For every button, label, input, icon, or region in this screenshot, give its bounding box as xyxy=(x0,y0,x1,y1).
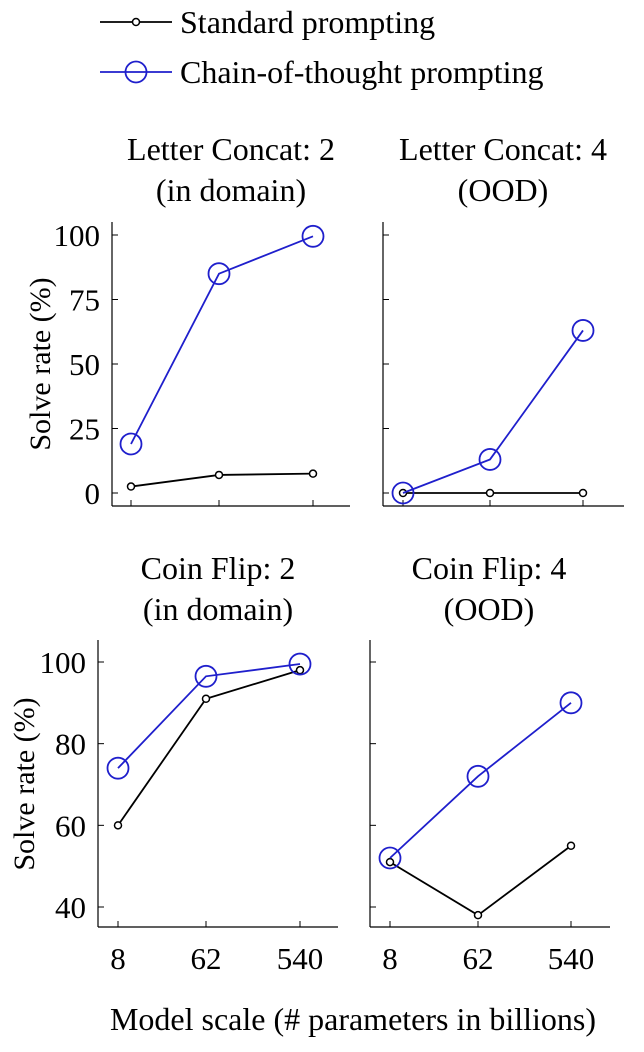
legend: Standard prompting Chain-of-thought prom… xyxy=(100,4,544,90)
panel-3-standard-point-2 xyxy=(295,665,305,675)
panel-3-ytick-label-2: 80 xyxy=(55,727,86,762)
panel-4-xtick-label-2: 540 xyxy=(548,941,595,976)
panel-3-xtick-label-2: 540 xyxy=(277,941,324,976)
panel-1-cot-point-1 xyxy=(207,262,231,286)
panel-2-cot-point-1 xyxy=(478,448,502,471)
panel-3-ytick-label-0: 40 xyxy=(55,890,86,925)
panel-3-standard-point-1 xyxy=(201,694,211,703)
panel-1-ytick-label-3: 75 xyxy=(69,283,100,318)
panel-3-cot-point-2 xyxy=(288,652,312,676)
legend-cot-marker xyxy=(124,60,148,84)
legend-standard-label: Standard prompting xyxy=(180,4,435,40)
panel-4-standard-point-1 xyxy=(473,910,483,920)
panel-4-standard-point-2 xyxy=(566,841,576,850)
panel-3-standard-line xyxy=(117,669,301,826)
panel-3: 40 60 80 100 8 62 540 xyxy=(40,640,338,976)
panel-2 xyxy=(382,222,624,507)
panel-3-ytick-label-3: 100 xyxy=(40,645,87,680)
panel-1-title-line1: Letter Concat: 2 xyxy=(127,131,335,167)
panel-2-title-line2: (OOD) xyxy=(458,172,549,208)
x-axis-label: Model scale (# parameters in billions) xyxy=(110,1001,596,1037)
panel-3-cot-point-1 xyxy=(194,664,218,688)
legend-standard-marker xyxy=(131,17,141,27)
panels: 0 25 50 75 100 40 60 80 100 8 62 540 8 62 540 xyxy=(40,218,624,976)
panel-1-ytick-label-1: 25 xyxy=(69,412,100,447)
panel-2-cot-line xyxy=(402,329,584,494)
panel-3-xtick-label-1: 62 xyxy=(191,941,222,976)
panel-4-cot-point-0 xyxy=(378,846,402,870)
panel-3-standard-point-0 xyxy=(113,821,123,830)
panel-1: 0 25 50 75 100 xyxy=(54,218,350,511)
panel-titles: Letter Concat: 2 (in domain) Letter Conc… xyxy=(127,131,607,627)
panel-1-standard-point-1 xyxy=(214,470,224,480)
panel-2-standard-point-2 xyxy=(578,488,588,498)
panel-3-xtick-label-0: 8 xyxy=(110,941,126,976)
panel-4-standard-line xyxy=(389,845,572,917)
panel-1-ytick-label-2: 50 xyxy=(69,347,100,382)
panel-1-title-line2: (in domain) xyxy=(156,172,306,208)
panel-4-xtick-label-0: 8 xyxy=(382,941,398,976)
panel-3-title-line2: (in domain) xyxy=(143,591,293,627)
panel-1-standard-point-2 xyxy=(308,469,318,478)
panel-1-ylabel: Solve rate (%) xyxy=(24,277,57,450)
panel-1-cot-point-0 xyxy=(119,432,143,456)
panel-3-cot-line xyxy=(117,663,301,769)
panel-4-cot-point-1 xyxy=(466,764,490,788)
panel-1-ytick-label-4: 100 xyxy=(54,218,101,253)
panel-4-title-line2: (OOD) xyxy=(444,591,535,627)
panel-3-cot-point-0 xyxy=(106,756,130,780)
panel-4-cot-line xyxy=(389,702,572,859)
panel-3-ylabel: Solve rate (%) xyxy=(8,697,41,870)
panel-4-standard-point-0 xyxy=(385,857,395,867)
panel-1-cot-line xyxy=(130,235,314,445)
panel-4: 8 62 540 xyxy=(369,640,610,976)
panel-1-cot-point-2 xyxy=(301,224,325,248)
panel-2-cot-point-0 xyxy=(391,481,415,505)
panel-3-ytick-label-1: 60 xyxy=(55,808,86,843)
panel-2-cot-point-2 xyxy=(571,319,595,342)
panel-1-standard-point-0 xyxy=(126,482,136,491)
panel-2-standard-point-1 xyxy=(485,488,495,498)
panel-1-ytick-label-0: 0 xyxy=(85,476,101,511)
panel-4-title-line1: Coin Flip: 4 xyxy=(412,550,567,586)
legend-cot-label: Chain-of-thought prompting xyxy=(180,54,544,90)
panel-4-xtick-label-1: 62 xyxy=(463,941,494,976)
panel-4-cot-point-2 xyxy=(559,691,583,715)
panel-3-title-line1: Coin Flip: 2 xyxy=(141,550,296,586)
panel-2-title-line1: Letter Concat: 4 xyxy=(399,131,607,167)
